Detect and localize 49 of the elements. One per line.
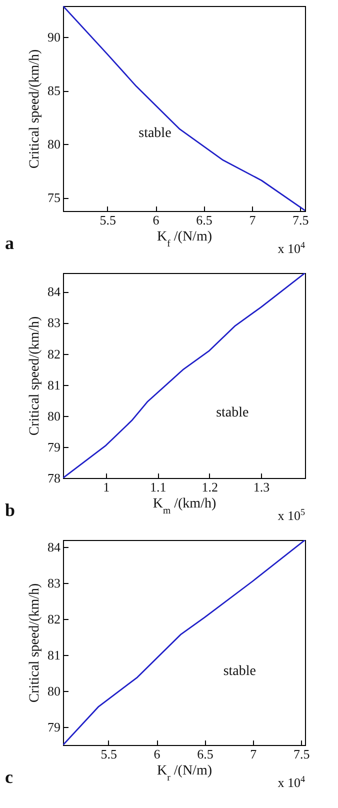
x-tick-label: 1 <box>103 480 110 494</box>
y-tick-label: 85 <box>48 83 60 98</box>
y-tick-label: 83 <box>48 576 60 591</box>
text: x 10$^{5}$ <box>278 507 306 523</box>
y-tick-label: 75 <box>48 190 60 206</box>
text: x 10$^{4}$ <box>278 240 306 256</box>
x-tick-label: 1.2 <box>202 480 218 494</box>
x-axis-title: K$_{r}$ /(N/m) <box>157 764 212 783</box>
y-axis-title: Critical speed/(km/h) <box>28 48 42 169</box>
line-series <box>63 6 305 211</box>
x-tick-label: 1.3 <box>253 480 270 494</box>
y-tick-label: 82 <box>48 612 60 627</box>
annotation: stable <box>138 126 172 142</box>
x-tick-label: 6.5 <box>196 212 212 228</box>
x-axis-title: K$_{f}$ /(N/m) <box>157 230 212 249</box>
y-tick-label: 78 <box>48 470 60 486</box>
y-tick-label: 80 <box>48 136 60 152</box>
y-tick-label: 84 <box>48 540 61 555</box>
y-tick-label: 82 <box>48 346 60 362</box>
y-tick-label: 83 <box>48 315 60 330</box>
x-tick-label: 7 <box>250 746 258 762</box>
x-tick-label: 6.5 <box>197 746 214 762</box>
y-tick-label: 84 <box>48 284 61 300</box>
x-tick-label: 6 <box>154 746 161 762</box>
y-tick-label: 81 <box>48 377 60 392</box>
x-tick-label: 1.1 <box>150 480 166 494</box>
y-tick-label: 79 <box>48 720 60 735</box>
y-tick-label: 81 <box>48 648 60 663</box>
x-tick-label: 7 <box>249 212 256 228</box>
text: b <box>5 500 16 520</box>
x-tick-label: 7.5 <box>292 212 309 228</box>
x-tick-label: 6 <box>152 212 160 228</box>
y-tick-label: 90 <box>48 30 60 45</box>
x-tick-label: 5.5 <box>100 212 116 228</box>
text: x 10$^{4}$ <box>278 774 306 790</box>
annotation: stable <box>223 664 256 680</box>
line-series <box>63 540 305 745</box>
x-tick-label: 5.5 <box>100 746 117 762</box>
y-tick-label: 80 <box>48 408 60 424</box>
y-tick-label: 79 <box>48 439 60 454</box>
y-axis-title: Critical speed/(km/h) <box>28 316 42 436</box>
text: a <box>5 233 14 253</box>
text: c <box>5 767 13 787</box>
x-axis-title: K$_{m}$ /(km/h) <box>152 496 216 516</box>
annotation: stable <box>216 405 249 420</box>
line-series <box>63 273 305 478</box>
x-tick-label: 7.5 <box>294 746 310 762</box>
y-tick-label: 80 <box>48 684 60 699</box>
y-axis-title: Critical speed/(km/h) <box>28 582 42 703</box>
